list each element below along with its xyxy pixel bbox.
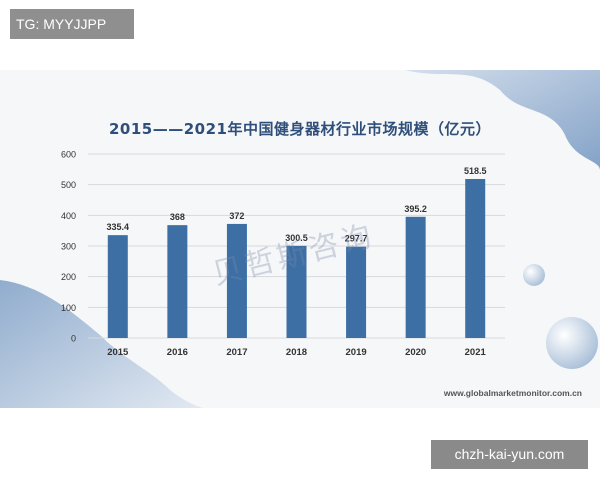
data-label-2020: 395.2 <box>404 204 427 214</box>
data-label-2016: 368 <box>170 212 185 222</box>
x-tick-label-2017: 2017 <box>226 347 247 358</box>
bar-2016 <box>167 225 188 338</box>
data-label-2021: 518.5 <box>464 166 487 176</box>
data-label-2015: 335.4 <box>107 222 130 232</box>
data-labels: 335.4 368 372 300.5 297.7 395.2 518.5 <box>107 166 487 244</box>
top-watermark-tag: TG: MYYJJPP <box>10 9 134 39</box>
bar-2020 <box>405 216 426 338</box>
y-tick-label: 200 <box>61 272 76 282</box>
x-tick-label-2018: 2018 <box>286 347 307 358</box>
bars <box>107 178 486 338</box>
y-tick-label: 0 <box>71 334 76 344</box>
bottom-watermark-tag: chzh-kai-yun.com <box>431 440 588 469</box>
x-tick-label-2020: 2020 <box>405 347 426 358</box>
x-tick-label-2021: 2021 <box>465 347 487 358</box>
data-label-2017: 372 <box>229 211 244 221</box>
y-tick-label: 500 <box>61 180 76 190</box>
chart-card: 2015——2021年中国健身器材行业市场规模（亿元） 0 100 200 300 40… <box>0 70 600 408</box>
bar-chart: 0 100 200 300 400 500 600 335.4 368 372 300.5 297.… <box>61 150 505 358</box>
bar-2015 <box>107 235 128 338</box>
bar-2021 <box>465 178 486 338</box>
data-label-2019: 297.7 <box>345 234 368 244</box>
data-label-2018: 300.5 <box>285 233 308 243</box>
x-tick-label-2015: 2015 <box>107 347 129 358</box>
y-axis-ticks: 0 100 200 300 400 500 600 <box>61 150 76 344</box>
y-tick-label: 100 <box>61 303 76 313</box>
y-tick-label: 600 <box>61 150 76 160</box>
y-tick-label: 400 <box>61 211 76 221</box>
decorative-background <box>0 70 600 408</box>
bar-2019 <box>346 246 367 338</box>
chart-title: 2015——2021年中国健身器材行业市场规模（亿元） <box>109 120 491 138</box>
x-tick-label-2016: 2016 <box>167 347 188 358</box>
x-axis-ticks: 2015 2016 2017 2018 2019 2020 2021 <box>107 347 486 358</box>
source-url: www.globalmarketmonitor.com.cn <box>443 388 582 398</box>
bar-2018 <box>286 245 307 338</box>
x-tick-label-2019: 2019 <box>346 347 367 358</box>
bar-2017 <box>226 223 247 338</box>
y-tick-label: 300 <box>61 242 76 252</box>
